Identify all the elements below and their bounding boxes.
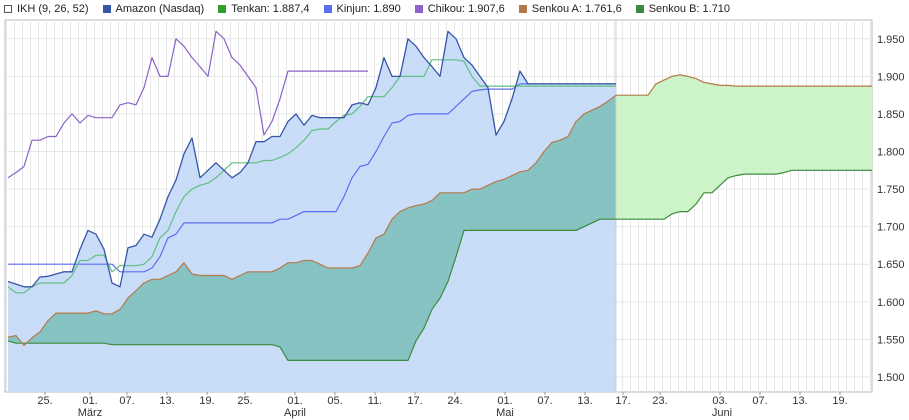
y-tick-label: 1.750 bbox=[877, 184, 905, 196]
x-tick-label: 07. bbox=[752, 395, 767, 407]
legend-swatch bbox=[102, 5, 111, 13]
legend-item-6: Senkou B: 1.710 bbox=[635, 3, 731, 15]
month-label: Mai bbox=[496, 407, 514, 419]
x-tick-label: 25. bbox=[237, 395, 252, 407]
legend-swatch bbox=[414, 5, 423, 13]
cloud-past bbox=[8, 95, 616, 361]
x-tick-label: 11. bbox=[368, 395, 382, 407]
y-tick-label: 1.850 bbox=[877, 109, 905, 121]
cloud-future bbox=[616, 74, 872, 220]
legend-item-4: Chikou: 1.907,6 bbox=[414, 3, 505, 15]
x-tick-label: 13. bbox=[159, 395, 174, 407]
x-tick-label: 07. bbox=[119, 395, 134, 407]
x-tick-label: 03. bbox=[712, 395, 727, 407]
legend-label: Kinjun: 1.890 bbox=[336, 3, 401, 15]
y-tick-label: 1.800 bbox=[877, 147, 905, 159]
x-tick-label: 01. bbox=[287, 395, 302, 407]
legend-swatch bbox=[323, 5, 332, 13]
x-tick-label: 17. bbox=[615, 395, 630, 407]
y-tick-label: 1.950 bbox=[877, 34, 905, 46]
chikou-line bbox=[7, 30, 368, 179]
tenkan-line bbox=[7, 59, 616, 294]
x-tick-label: 19. bbox=[832, 395, 847, 407]
legend-swatch bbox=[635, 5, 644, 13]
legend-swatch bbox=[218, 5, 227, 13]
x-tick-label: 07. bbox=[537, 395, 552, 407]
x-tick-label: 24. bbox=[447, 395, 462, 407]
legend-label: Amazon (Nasdaq) bbox=[115, 3, 205, 15]
y-tick-label: 1.600 bbox=[877, 297, 905, 309]
legend-item-5: Senkou A: 1.761,6 bbox=[518, 3, 622, 15]
price-line bbox=[7, 30, 616, 288]
y-tick-label: 1.700 bbox=[877, 222, 905, 234]
y-tick-label: 1.900 bbox=[877, 71, 905, 83]
y-tick-label: 1.650 bbox=[877, 259, 905, 271]
x-tick-label: 25. bbox=[37, 395, 52, 407]
senkou-b-line bbox=[7, 169, 872, 361]
legend-label: Senkou A: 1.761,6 bbox=[531, 3, 622, 15]
y-tick-label: 1.500 bbox=[877, 372, 905, 384]
x-tick-label: 05. bbox=[327, 395, 342, 407]
legend-label: Tenkan: 1.887,4 bbox=[231, 3, 310, 15]
legend-item-0: IKH (9, 26, 52) bbox=[4, 3, 89, 15]
legend-label: IKH (9, 26, 52) bbox=[17, 3, 89, 15]
legend-item-2: Tenkan: 1.887,4 bbox=[218, 3, 310, 15]
chart-legend: IKH (9, 26, 52) Amazon (Nasdaq) Tenkan: 1.… bbox=[4, 2, 744, 16]
legend-item-3: Kinjun: 1.890 bbox=[323, 3, 401, 15]
x-tick-label: 23. bbox=[652, 395, 667, 407]
x-tick-label: 17. bbox=[407, 395, 422, 407]
month-label: April bbox=[284, 407, 306, 419]
x-tick-label: 01. bbox=[497, 395, 512, 407]
x-tick-label: 01. bbox=[82, 395, 97, 407]
month-label: Juni bbox=[712, 407, 732, 419]
legend-swatch bbox=[4, 5, 12, 13]
month-label: März bbox=[78, 407, 102, 419]
x-tick-label: 19. bbox=[199, 395, 214, 407]
legend-swatch bbox=[518, 5, 527, 13]
legend-label: Chikou: 1.907,6 bbox=[427, 3, 505, 15]
x-tick-label: 13. bbox=[792, 395, 807, 407]
x-tick-label: 13. bbox=[577, 395, 592, 407]
legend-item-1: Amazon (Nasdaq) bbox=[102, 3, 205, 15]
legend-label: Senkou B: 1.710 bbox=[648, 3, 731, 15]
y-tick-label: 1.550 bbox=[877, 334, 905, 346]
senkou-a-line bbox=[7, 74, 872, 346]
